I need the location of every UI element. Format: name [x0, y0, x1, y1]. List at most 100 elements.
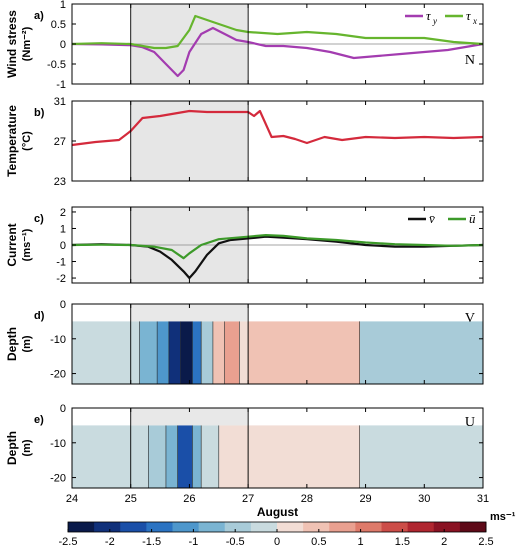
y-tick-label: 27 — [54, 136, 66, 148]
axes-frame — [71, 407, 484, 489]
y-tick-label: 0 — [60, 240, 66, 252]
colorbar-tick-label: -2 — [105, 536, 115, 548]
colorbar-tick-label: 1.5 — [395, 536, 410, 548]
panel-c: 210-1-2c)Current (ms⁻¹)v̄ ū — [5, 206, 484, 285]
heatmap-cell — [177, 425, 193, 488]
heatmap-cell — [359, 321, 483, 384]
y-axis-label-group: Temperature (°C) — [5, 105, 33, 177]
y-tick-label: 23 — [54, 176, 66, 188]
colorbar-swatch — [94, 522, 121, 532]
y-axis-label-group: Depth (m) — [5, 327, 33, 361]
series-line-1 — [71, 14, 484, 50]
corner-label: V — [465, 311, 475, 326]
panel-a: 10.50-0.5-1a)Wind stress (Nm⁻²) Nτ y τ x — [5, 0, 484, 91]
panel-label: b) — [34, 107, 45, 119]
y-axis-label: Depth — [5, 431, 19, 465]
colorbar-swatch — [381, 522, 409, 532]
heatmap-cell — [201, 425, 219, 488]
panel-label: a) — [34, 10, 44, 22]
panel-label: d) — [34, 310, 45, 322]
colorbar: -2.5 -2 -1.5 -1 -0.5 0 0.5 1 1.5 2 2.5 ms⁻¹ — [59, 511, 516, 548]
y-tick-label: 0.5 — [51, 19, 66, 31]
y-axis-unit: (m) — [21, 439, 33, 456]
axes-frame — [71, 303, 484, 385]
colorbar-tick-label: -2.5 — [59, 536, 78, 548]
heatmap-cell — [218, 425, 249, 488]
heatmap-cell — [72, 425, 149, 488]
y-tick-label: -20 — [50, 473, 66, 485]
colorbar-tick-label: 2.5 — [478, 536, 493, 548]
y-axis-unit: (m) — [21, 335, 33, 352]
heatmap-cell — [224, 321, 240, 384]
heatmap-cell — [192, 321, 202, 384]
heatmap-cell — [139, 321, 158, 384]
y-tick-label: 2 — [60, 207, 66, 219]
colorbar-swatch — [146, 522, 173, 532]
panel-d: 0-10-20d)Depth (m)V — [5, 299, 484, 385]
x-tick-label: 26 — [183, 493, 195, 505]
legend-label: v̄ — [429, 211, 435, 226]
y-tick-label: 0 — [60, 403, 66, 415]
heatmap-cell — [248, 321, 360, 384]
colorbar-swatch — [172, 522, 200, 532]
legend-label: τ — [426, 8, 432, 23]
colorbar-swatch — [303, 522, 330, 532]
colorbar-swatch — [198, 522, 226, 532]
y-tick-label: -10 — [50, 438, 66, 450]
heatmap-cell — [72, 321, 140, 384]
y-axis-label: Temperature — [5, 105, 19, 177]
corner-label: N — [465, 53, 475, 68]
heatmap-cell — [148, 425, 166, 488]
x-tick-label: 30 — [418, 493, 430, 505]
heatmap-cell — [180, 321, 193, 384]
y-tick-label: -1 — [56, 79, 66, 91]
x-tick-label: 25 — [125, 493, 137, 505]
legend-label: ū — [469, 211, 476, 226]
heatmap-cell — [239, 321, 249, 384]
series-line-0 — [71, 235, 484, 280]
panel-b: 31 27 23 b)Temperature (°C) — [5, 96, 484, 188]
colorbar-swatch — [250, 522, 278, 532]
heatmap-cell — [157, 321, 169, 384]
colorbar-swatch — [120, 522, 147, 532]
x-tick-label: 28 — [301, 493, 313, 505]
legend-subscript: y — [432, 16, 437, 26]
y-axis-label-group: Wind stress (Nm⁻²) — [5, 10, 33, 78]
y-tick-label: 1 — [60, 0, 66, 11]
y-tick-label: -0.5 — [47, 59, 66, 71]
heatmap-cell — [248, 425, 360, 488]
heatmap-cell — [359, 425, 483, 488]
y-axis-label: Wind stress — [5, 10, 19, 78]
y-tick-label: 31 — [54, 96, 66, 108]
x-tick-label: 29 — [359, 493, 371, 505]
y-tick-label: 0 — [60, 299, 66, 311]
y-tick-label: -2 — [56, 273, 66, 285]
heatmap-cell — [201, 321, 213, 384]
colorbar-swatch — [224, 522, 252, 532]
colorbar-swatch — [329, 522, 356, 532]
colorbar-tick-label: -0.5 — [226, 536, 245, 548]
y-axis-label: Current — [5, 223, 19, 266]
event-shade — [130, 408, 249, 426]
heatmap-cell — [165, 425, 178, 488]
legend-subscript: x — [472, 16, 477, 26]
y-axis-unit: (Nm⁻²) — [21, 26, 33, 61]
legend-label: τ — [466, 8, 472, 23]
colorbar-swatch — [407, 522, 435, 532]
x-tick-label: 31 — [477, 493, 489, 505]
colorbar-swatch — [355, 522, 382, 532]
y-tick-label: -10 — [50, 334, 66, 346]
colorbar-tick-label: 1 — [358, 536, 364, 548]
y-axis-label-group: Depth (m) — [5, 431, 33, 465]
y-axis-unit: (ms⁻¹) — [21, 228, 33, 261]
colorbar-swatch — [459, 522, 487, 532]
corner-label: U — [465, 415, 475, 430]
heatmap-cell — [212, 321, 225, 384]
y-tick-label: -1 — [56, 257, 66, 269]
panel-e: 0-10-20e)Depth (m)U — [5, 403, 484, 489]
colorbar-tick-label: 0.5 — [311, 536, 326, 548]
y-axis-label: Depth — [5, 327, 19, 361]
x-tick-label: 27 — [242, 493, 254, 505]
